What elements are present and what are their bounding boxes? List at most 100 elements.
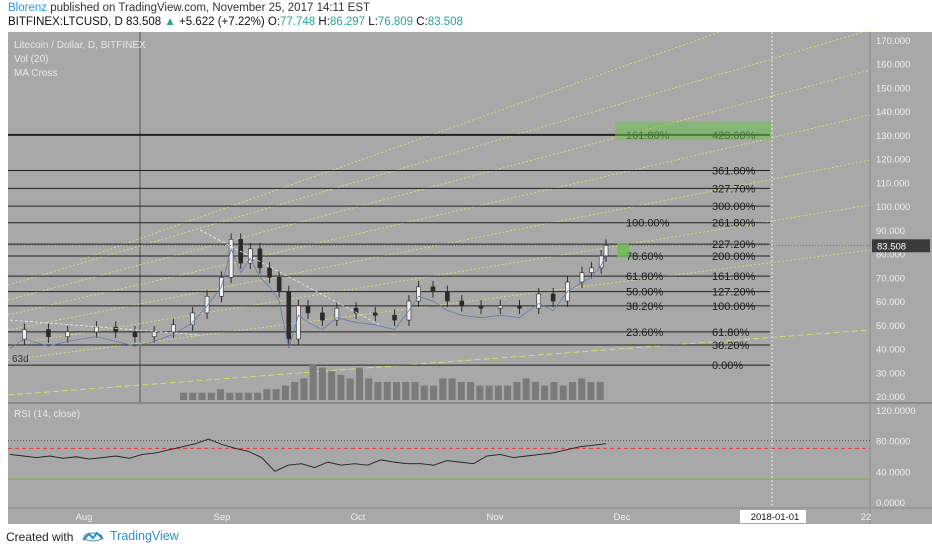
symbol-label: BITFINEX:LTCUSD, D [8,16,123,28]
candle-body [579,272,585,283]
candle-body [151,331,157,337]
fan-line-7 [7,329,871,396]
price-tick-label: 30.000 [876,368,905,379]
candle-body [320,312,325,321]
time-tick-label: 2018-01-01 [751,512,800,523]
volume-bar [291,382,299,400]
volume-bar [383,382,391,400]
volume-bar [550,382,558,400]
label-63d: 63d [12,354,29,365]
volume-bars [180,364,604,400]
volume-bar [494,385,502,400]
fib-label: 261.80% [712,218,756,230]
candle-body [248,248,253,264]
volume-bar [180,392,187,400]
volume-bar [318,367,326,400]
author-link[interactable]: Blorenz [8,2,47,14]
legend-vol: Vol (20) [14,54,48,65]
volume-bar [254,392,262,400]
candle-body [132,331,138,337]
tradingview-logo-icon[interactable] [82,530,104,542]
volume-bar [309,364,317,400]
candle-body [228,239,234,278]
price-tick-label: 170.000 [876,36,910,47]
time-tick-label: Oct [351,512,366,523]
current-marker [617,243,629,257]
price-tick-label: 90.000 [876,226,905,237]
fib-label: 23.60% [626,327,664,339]
volume-bar [272,389,280,400]
fan-line-1 [7,204,871,346]
fib-label: 127.20% [712,287,756,299]
price-axis: 170.000 160.000 150.000 140.000 130.000 120.0… [8,36,930,403]
candle-body [459,300,465,307]
fib-label: 100.00% [712,301,756,313]
trend-line [199,229,381,326]
volume-bar [596,382,604,400]
publish-line: Blorenz published on TradingView.com, No… [8,2,370,14]
volume-bar [531,382,539,400]
volume-bar [393,382,400,400]
volume-bar [235,392,243,400]
price-panel[interactable] [8,32,870,402]
volume-bar [346,378,354,400]
fib-label: 78.60% [626,251,664,263]
candle-body [171,324,176,333]
fib-label: 327.70% [712,183,756,195]
rsi-tick-label: 40.0000 [876,467,910,478]
candle-body [497,305,503,309]
price-tick-label: 160.000 [876,60,910,71]
fib-label: 0.00% [712,360,743,372]
volume-bar [439,378,447,400]
volume-bar [541,385,549,400]
fan-line-4 [7,69,871,301]
volume-bar [559,385,567,400]
fib-label: 300.00% [712,201,756,213]
fan-line-3 [7,114,871,316]
price-tick-label: 70.000 [876,273,905,284]
volume-bar [207,392,215,400]
price-tick-label: 80.000 [876,250,905,261]
chart-canvas[interactable]: 423.60%161.80%361.80%327.70%300.00%261.8… [0,0,932,524]
legend-title: Litecoin / Dollar, D, BITFINEX [14,40,146,51]
candle-body [296,305,301,340]
candle-body [94,326,99,333]
rsi-tick-label: 120.0000 [876,406,916,417]
fib-label: 38.20% [626,301,664,313]
low-value: 76.809 [377,16,414,28]
candle-body [190,312,195,326]
open-label: O: [267,16,281,28]
fib-label: 227.20% [712,239,756,251]
high-value: 86.297 [329,16,366,28]
candle-body [550,293,556,302]
time-axis-bg [8,508,870,524]
volume-bar [402,382,410,400]
candle-body [536,293,542,309]
time-tick-label: Sep [214,512,231,523]
volume-bar [485,385,493,400]
candle-body [257,248,263,269]
trend-line [9,319,201,336]
candle-body [113,326,119,333]
candle-body [65,331,70,337]
volume-bar [198,392,206,400]
volume-bar [281,385,289,400]
candle-body [305,305,311,314]
price-tick-label: 100.000 [876,202,910,213]
ma-line [9,247,607,349]
rsi-panel[interactable] [8,404,870,508]
volume-bar [476,385,484,400]
fan-line-5 [7,29,871,286]
rsi-line [9,438,607,472]
tradingview-brand-link[interactable]: TradingView [110,529,179,543]
candle-body [286,291,292,340]
fib-label: 100.00% [626,218,670,230]
volume-bar [263,389,271,400]
volume-bar [328,371,336,400]
candle-body [353,307,359,314]
volume-bar [337,374,345,400]
candle-body [430,286,436,292]
fib-label: 61.80% [626,271,664,283]
time-tick-label: Dec [614,512,631,523]
volume-bar [189,392,197,400]
